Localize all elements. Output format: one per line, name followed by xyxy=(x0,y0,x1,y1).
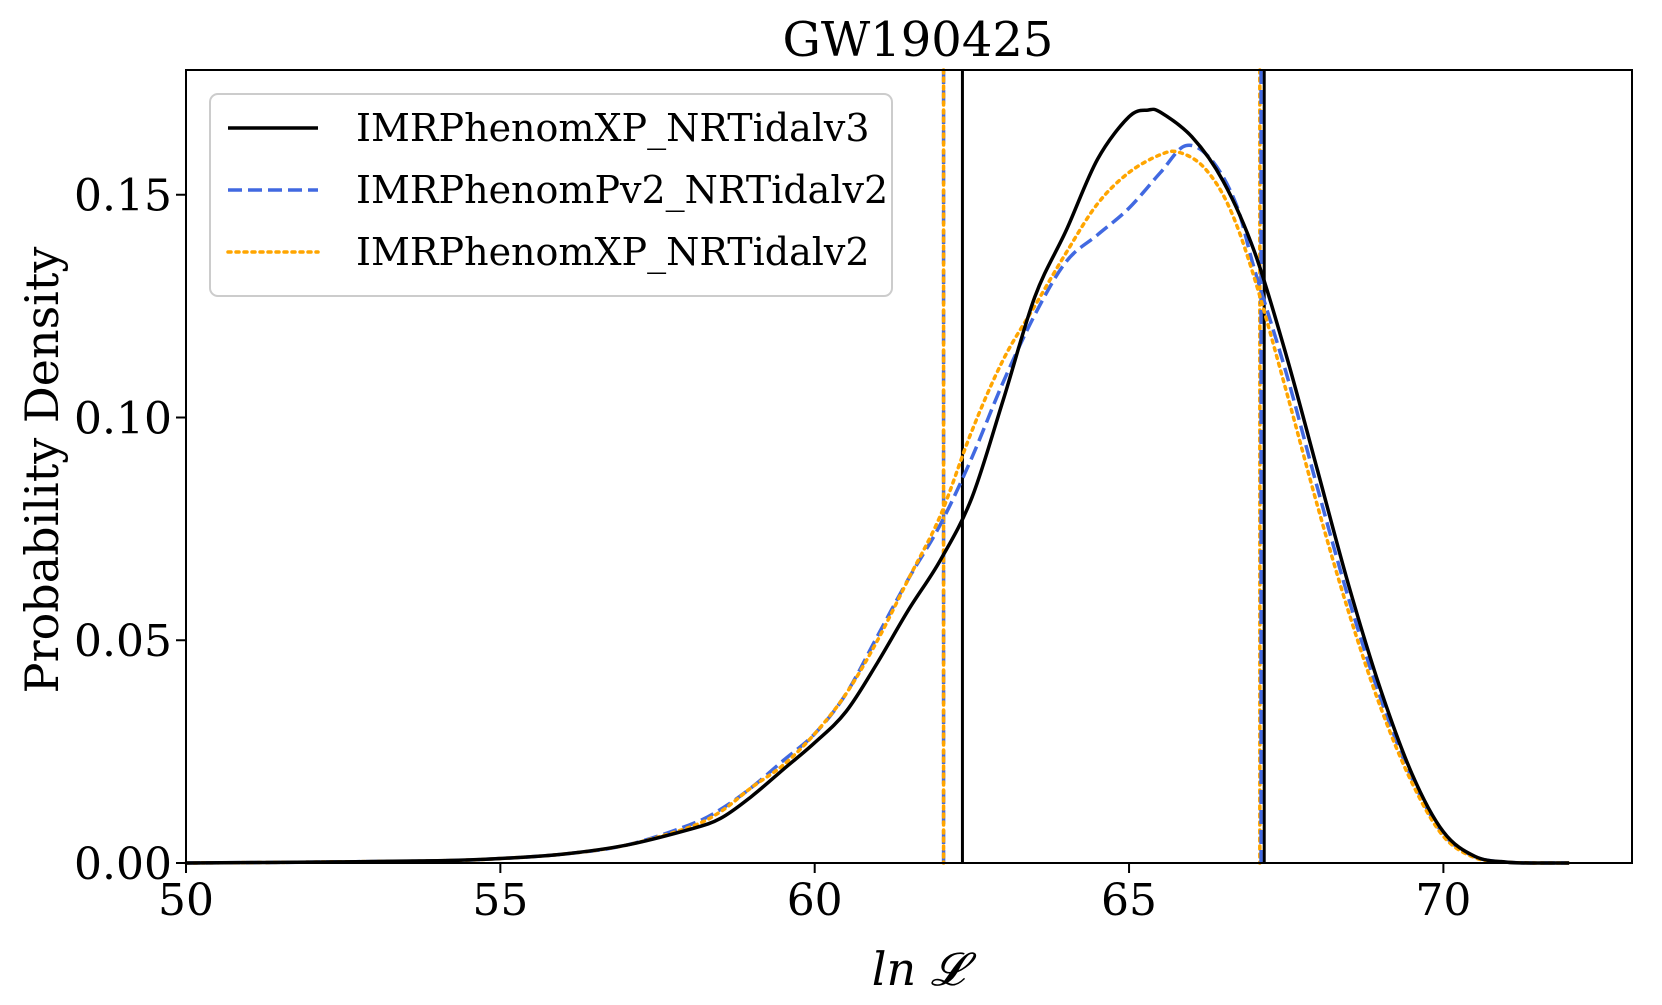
x-axis-label: ln 𝓛 xyxy=(872,942,977,996)
series-line-1 xyxy=(185,143,1570,865)
x-tick-label: 70 xyxy=(1415,875,1471,926)
legend-label: IMRPhenomXP_NRTidalv3 xyxy=(356,106,870,151)
y-tick-label: 0.15 xyxy=(74,171,172,222)
legend-box xyxy=(209,93,893,297)
y-tick-label: 0.05 xyxy=(74,616,172,667)
plot-frame xyxy=(185,69,1633,864)
x-tick-label: 65 xyxy=(1101,875,1157,926)
plot-area xyxy=(184,68,1571,865)
legend-label: IMRPhenomPv2_NRTidalv2 xyxy=(356,168,888,213)
chart-title: GW190425 xyxy=(783,12,1054,68)
y-axis: 0.00 0.05 0.10 0.15 xyxy=(74,171,186,890)
y-tick-label: 0.00 xyxy=(74,839,172,890)
series-line-0 xyxy=(185,107,1570,865)
x-tick-label: 60 xyxy=(787,875,843,926)
x-tick-label: 50 xyxy=(158,875,214,926)
legend: IMRPhenomXP_NRTidalv3 IMRPhenomPv2_NRTida… xyxy=(209,93,893,297)
x-axis: 50 55 60 65 70 xyxy=(158,863,1471,926)
legend-label: IMRPhenomXP_NRTidalv2 xyxy=(356,230,870,275)
y-axis-label: Probability Density xyxy=(15,247,69,694)
x-tick-label: 55 xyxy=(472,875,528,926)
y-tick-label: 0.10 xyxy=(74,393,172,444)
